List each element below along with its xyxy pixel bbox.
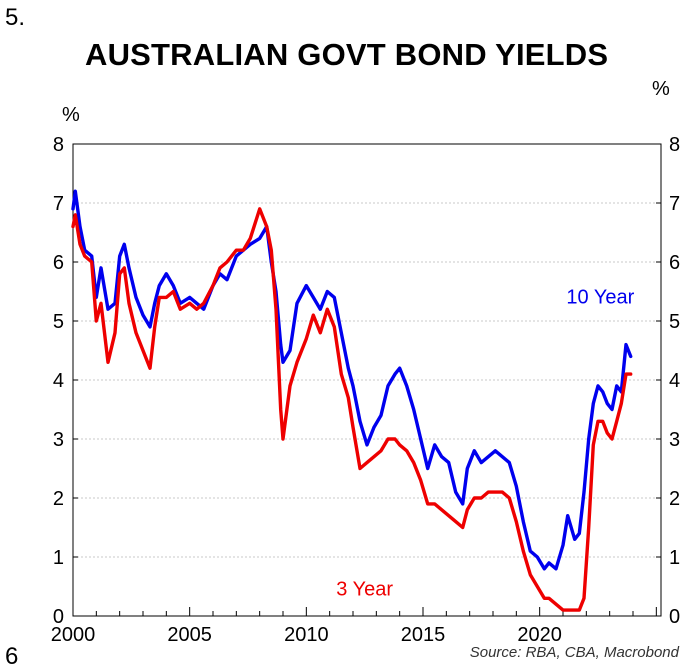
series-lines xyxy=(71,189,633,612)
gridlines xyxy=(73,202,661,558)
series-line-3-year xyxy=(71,207,633,612)
x-tick-label: 2005 xyxy=(167,624,212,646)
y-tick-label-left: 4 xyxy=(53,370,64,392)
series-label-10-year: 10 Year xyxy=(566,286,634,308)
y-tick-label-right: 0 xyxy=(669,606,680,628)
x-tick-label: 2010 xyxy=(284,624,329,646)
y-tick-label-left: 5 xyxy=(53,311,64,333)
series-line-10-year xyxy=(71,189,633,571)
x-tick-label: 2020 xyxy=(517,624,562,646)
y-tick-label-right: 6 xyxy=(669,252,680,274)
y-tick-label-right: 1 xyxy=(669,547,680,569)
y-tick-label-left: 1 xyxy=(53,547,64,569)
y-tick-label-left: 6 xyxy=(53,252,64,274)
y-tick-label-left: 2 xyxy=(53,488,64,510)
source-note: Source: RBA, CBA, Macrobond xyxy=(469,644,679,661)
x-tick-label: 2015 xyxy=(401,624,446,646)
y-tick-label-right: 2 xyxy=(669,488,680,510)
series-labels: 10 Year 3 Year xyxy=(336,286,634,600)
page-number-top: 5. xyxy=(5,4,26,31)
x-tick-label: 2000 xyxy=(51,624,96,646)
axis-ticks: 0 0 1 1 2 2 3 3 4 4 5 5 6 6 7 7 8 8 2000 2005 2010 2015 2020 xyxy=(51,134,680,646)
y-tick-label-right: 3 xyxy=(669,429,680,451)
series-label-3-year: 3 Year xyxy=(336,578,393,600)
y-unit-left: % xyxy=(62,104,80,126)
y-tick-label-left: 7 xyxy=(53,193,64,215)
y-tick-label-left: 0 xyxy=(53,606,64,628)
y-tick-label-right: 5 xyxy=(669,311,680,333)
chart-title: AUSTRALIAN GOVT BOND YIELDS xyxy=(85,37,609,72)
y-tick-label-right: 4 xyxy=(669,370,680,392)
y-tick-label-right: 8 xyxy=(669,134,680,156)
y-tick-label-left: 3 xyxy=(53,429,64,451)
page-number-bottom: 6 xyxy=(5,643,19,670)
y-unit-right: % xyxy=(652,78,670,100)
y-tick-label-right: 7 xyxy=(669,193,680,215)
y-tick-label-left: 8 xyxy=(53,134,64,156)
